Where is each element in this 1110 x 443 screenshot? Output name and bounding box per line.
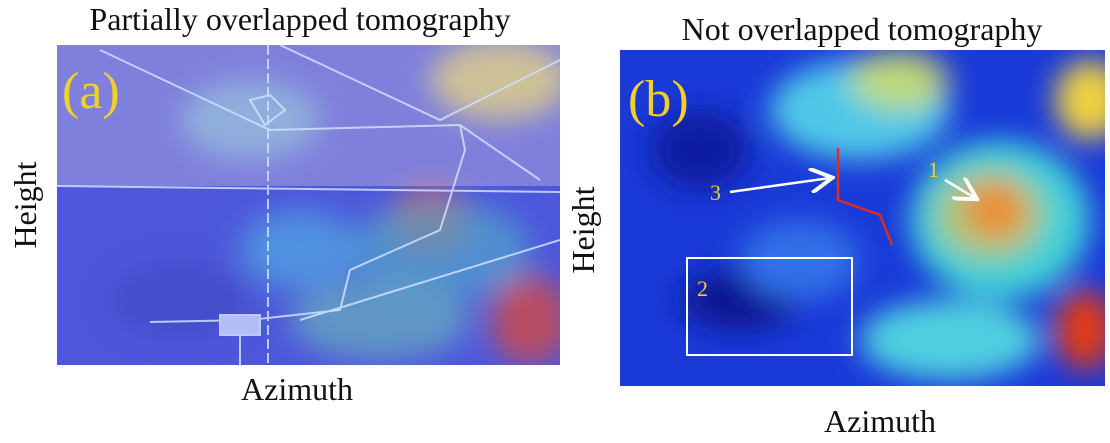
x-axis-label: Azimuth: [824, 403, 936, 439]
red-line: [836, 148, 894, 246]
heatmap-a: [57, 45, 560, 365]
x-axis-label: Azimuth: [241, 371, 353, 407]
y-axis-label: Height: [7, 161, 43, 248]
panel-title: Partially overlapped tomography: [89, 1, 510, 37]
panel-title: Not overlapped tomography: [682, 11, 1043, 47]
panel-label: (a): [62, 63, 120, 120]
panel-label: (b): [628, 71, 689, 128]
annotation: 2: [697, 276, 708, 301]
heatmap-b: [620, 50, 1105, 386]
y-axis-label: Height: [565, 186, 601, 273]
annotation: 3: [710, 180, 721, 205]
region-box: [686, 257, 853, 356]
arrow: [944, 180, 975, 198]
arrow: [729, 178, 830, 194]
annotation: 1: [928, 157, 939, 182]
